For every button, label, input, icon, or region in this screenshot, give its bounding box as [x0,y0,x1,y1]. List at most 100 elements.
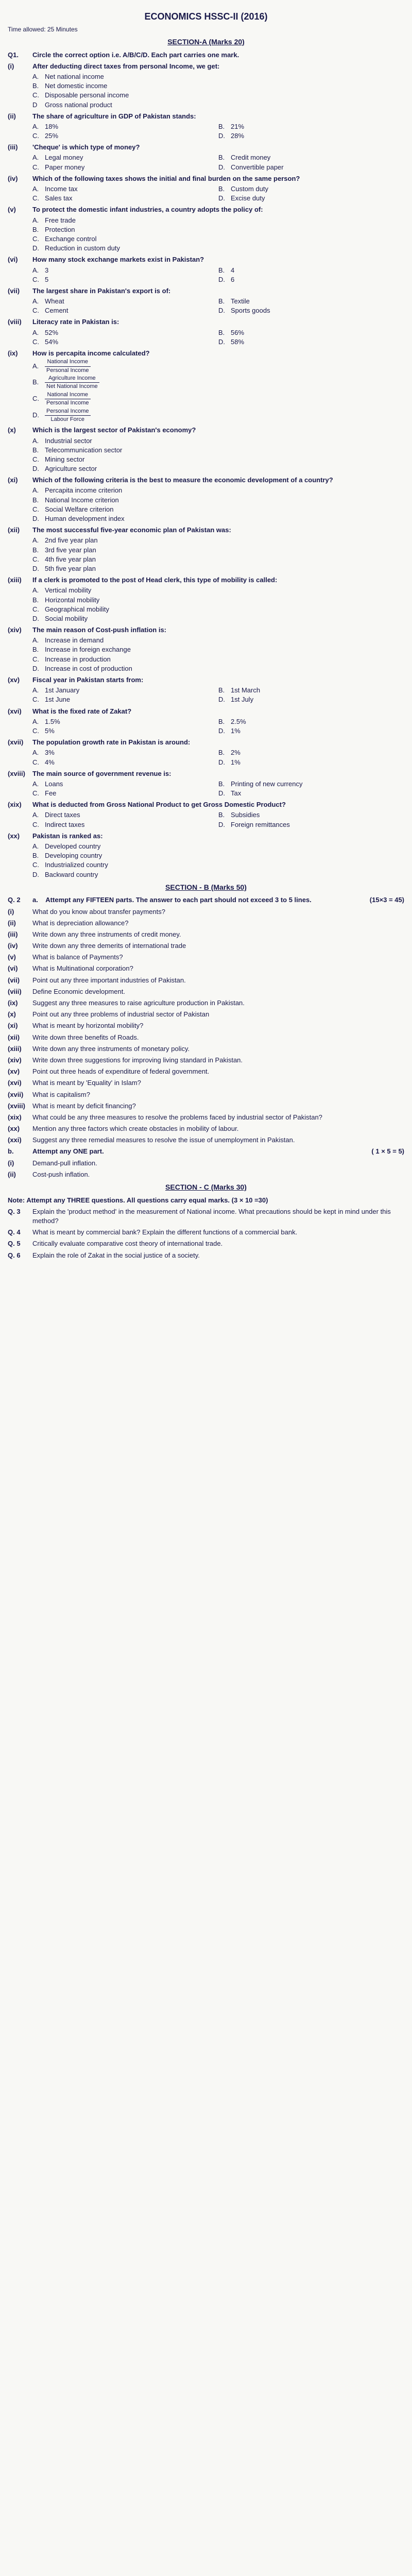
question-number: (ii) [8,919,32,928]
question-number: (ix) [8,998,32,1008]
question-number: (xix) [8,800,32,829]
question-text: To protect the domestic infant industrie… [32,205,404,214]
option: A.Vertical mobility [32,586,404,595]
option: D.5th five year plan [32,564,404,573]
question-text: Point out any three problems of industri… [32,1010,404,1019]
question-row: (vi)How many stock exchange markets exis… [8,255,404,284]
option: C.Geographical mobility [32,605,404,614]
question-row: (vii)Point out any three important indus… [8,976,404,985]
question-row: (xiv)The main reason of Cost-push inflat… [8,625,404,673]
question-text: What is meant by horizontal mobility? [32,1021,404,1030]
question-text: Define Economic development. [32,987,404,996]
option: D.Increase in cost of production [32,664,404,673]
option: D.1st July [218,695,404,704]
question-number: Q. 3 [8,1207,32,1226]
question-text: Mention any three factors which create o… [32,1124,404,1133]
question-number: (viii) [8,987,32,996]
question-number: (xvii) [8,1090,32,1099]
question-row: (xv)Point out three heads of expenditure… [8,1067,404,1076]
question-row: Q. 4What is meant by commercial bank? Ex… [8,1228,404,1237]
option: B.Horizontal mobility [32,596,404,605]
question-row: (xx)Mention any three factors which crea… [8,1124,404,1133]
question-number: (x) [8,426,32,473]
option: A.National IncomePersonal Income [32,358,404,375]
option: D.Personal IncomeLabour Force [32,408,404,424]
question-row: (xvi)What is the fixed rate of Zakat?A.1… [8,707,404,736]
question-number: Q. 6 [8,1251,32,1260]
option: D.Reduction in custom duty [32,244,404,253]
option: C.54% [32,337,218,347]
question-number: (xiv) [8,1056,32,1065]
question-number: (iii) [8,143,32,172]
question-number: (xiii) [8,575,32,623]
question-text: Write down three benefits of Roads. [32,1033,404,1042]
question-text: The most successful five-year economic p… [32,526,404,535]
question-text: Write down three suggestions for improvi… [32,1056,404,1065]
question-text: Explain the 'product method' in the meas… [32,1207,404,1226]
question-row: (x)Which is the largest sector of Pakist… [8,426,404,473]
question-text: Fiscal year in Pakistan starts from: [32,675,404,685]
option: A.Increase in demand [32,636,404,645]
option: A.Direct taxes [32,810,218,820]
question-row: (xx)Pakistan is ranked as:A.Developed co… [8,832,404,879]
question-text: Point out three heads of expenditure of … [32,1067,404,1076]
option: C.Cement [32,306,218,315]
q2a-text: Attempt any FIFTEEN parts. The answer to… [45,896,312,904]
question-number: (xii) [8,1033,32,1042]
question-number: (i) [8,907,32,917]
option: C.Increase in production [32,655,404,664]
option: D.6 [218,275,404,284]
question-number: (xx) [8,1124,32,1133]
question-row: Q. 6Explain the role of Zakat in the soc… [8,1251,404,1260]
option: C.Indirect taxes [32,820,218,829]
option: C.Mining sector [32,455,404,464]
option: B.Subsidies [218,810,404,820]
question-number: (vi) [8,255,32,284]
question-row: (xv)Fiscal year in Pakistan starts from:… [8,675,404,705]
question-row: (ix)Suggest any three measures to raise … [8,998,404,1008]
question-text: What is depreciation allowance? [32,919,404,928]
question-number: (xviii) [8,1101,32,1111]
question-number: (vi) [8,964,32,973]
question-text: What is meant by commercial bank? Explai… [32,1228,404,1237]
question-row: (xviii)The main source of government rev… [8,769,404,799]
option: C.4% [32,758,218,767]
option: B.Printing of new currency [218,779,404,789]
question-text: The main reason of Cost-push inflation i… [32,625,404,635]
option: B.Telecommunication sector [32,446,404,455]
question-number: (i) [8,1159,32,1168]
question-text: How many stock exchange markets exist in… [32,255,404,264]
question-number: (xx) [8,832,32,879]
option: B.2% [218,748,404,757]
q2b-row: b. Attempt any ONE part. ( 1 × 5 = 5) [8,1147,404,1156]
q2-label: Q. 2 [8,895,32,905]
option: C.Disposable personal income [32,91,404,100]
question-row: (xiv)Write down three suggestions for im… [8,1056,404,1065]
option: B.21% [218,122,404,131]
question-text: Critically evaluate comparative cost the… [32,1239,404,1248]
question-text: Demand-pull inflation. [32,1159,404,1168]
question-number: (iv) [8,941,32,951]
question-text: Write down any three demerits of interna… [32,941,404,951]
question-text: Suggest any three measures to raise agri… [32,998,404,1008]
question-number: (i) [8,62,32,110]
question-text: What could be any three measures to reso… [32,1113,404,1122]
option: A.Developed country [32,842,404,851]
question-number: (v) [8,953,32,962]
option: B.2.5% [218,717,404,726]
option: B.3rd five year plan [32,546,404,555]
option: A.Industrial sector [32,436,404,446]
question-number: (xi) [8,1021,32,1030]
question-number: (ii) [8,1170,32,1179]
option: A.18% [32,122,218,131]
question-text: Write down any three instruments of cred… [32,930,404,939]
question-row: (iii)Write down any three instruments of… [8,930,404,939]
question-text: The main source of government revenue is… [32,769,404,778]
option: A.Free trade [32,216,404,225]
question-text: What is capitalism? [32,1090,404,1099]
question-text: What is balance of Payments? [32,953,404,962]
time-allowed: Time allowed: 25 Minutes [8,25,404,34]
question-text: 'Cheque' is which type of money? [32,143,404,152]
question-text: Literacy rate in Pakistan is: [32,317,404,327]
question-row: (xix)What could be any three measures to… [8,1113,404,1122]
